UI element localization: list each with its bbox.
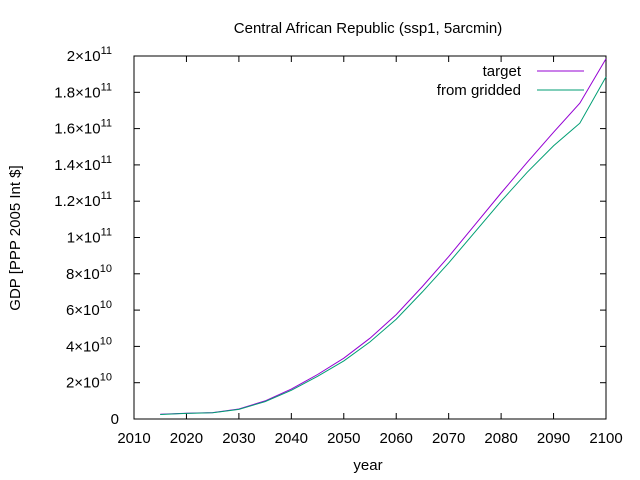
y-tick-label: 4×1010 [66, 335, 112, 355]
x-tick-label: 2040 [275, 430, 308, 447]
y-tick-mantissa: 4×10 [66, 338, 100, 355]
y-tick-exponent: 10 [100, 372, 112, 384]
x-tick-label: 2080 [484, 430, 517, 447]
y-tick-label: 2×1010 [66, 372, 112, 392]
y-tick-label: 6×1010 [66, 299, 112, 319]
x-axis: 2010 2020 2030 2040 2050 2060 2070 2080 2090 2100 [117, 56, 623, 447]
y-tick-mantissa: 2×10 [66, 375, 100, 392]
y-tick-label: 1.8×1011 [54, 81, 112, 101]
y-tick-mantissa: 6×10 [66, 302, 100, 319]
legend: target from gridded [437, 63, 584, 99]
x-tick-label: 2100 [589, 430, 622, 447]
legend-label: target [483, 63, 522, 80]
x-axis-label: year [353, 457, 382, 474]
y-tick-mantissa: 0 [111, 411, 119, 428]
y-tick-label: 1.2×1011 [54, 190, 112, 210]
y-tick-label: 1×1011 [67, 227, 112, 247]
y-tick-exponent: 10 [100, 299, 112, 311]
y-tick-exponent: 11 [101, 154, 112, 166]
y-tick-exponent: 11 [101, 227, 112, 239]
x-tick-label: 2070 [432, 430, 465, 447]
y-tick-mantissa: 1.2×10 [54, 193, 100, 210]
plot-frame [133, 55, 607, 420]
series-line-1 [160, 76, 607, 415]
y-tick-exponent: 11 [101, 81, 112, 93]
y-tick-exponent: 11 [101, 45, 112, 57]
series-layer [160, 58, 607, 415]
x-tick-label: 2020 [170, 430, 203, 447]
y-tick-exponent: 11 [101, 118, 112, 130]
y-tick-label: 1.4×1011 [54, 154, 112, 174]
y-tick-mantissa: 1.4×10 [54, 157, 100, 174]
x-tick-label: 2090 [537, 430, 570, 447]
y-tick-exponent: 10 [100, 335, 112, 347]
plot-border [133, 55, 607, 420]
y-tick-mantissa: 1×10 [67, 230, 101, 247]
x-tick-label: 2010 [117, 430, 150, 447]
chart-title: Central African Republic (ssp1, 5arcmin) [234, 20, 502, 37]
y-tick-mantissa: 1.8×10 [54, 84, 100, 101]
y-tick-label: 2×1011 [67, 45, 112, 65]
y-tick-mantissa: 8×10 [66, 266, 100, 283]
y-tick-exponent: 10 [100, 263, 112, 275]
y-tick-exponent: 11 [101, 190, 112, 202]
y-tick-mantissa: 2×10 [67, 48, 101, 65]
y-axis-label: GDP [PPP 2005 Int $] [7, 165, 24, 310]
x-tick-label: 2060 [380, 430, 413, 447]
y-tick-label: 1.6×1011 [54, 118, 112, 138]
y-axis: 02×10104×10106×10108×10101×10111.2×10111… [54, 45, 606, 428]
series-line-0 [160, 58, 607, 415]
x-tick-label: 2030 [222, 430, 255, 447]
y-tick-label: 8×1010 [66, 263, 112, 283]
y-tick-label: 0 [111, 411, 119, 428]
x-tick-label: 2050 [327, 430, 360, 447]
legend-label: from gridded [437, 82, 521, 99]
y-tick-mantissa: 1.6×10 [54, 121, 100, 138]
